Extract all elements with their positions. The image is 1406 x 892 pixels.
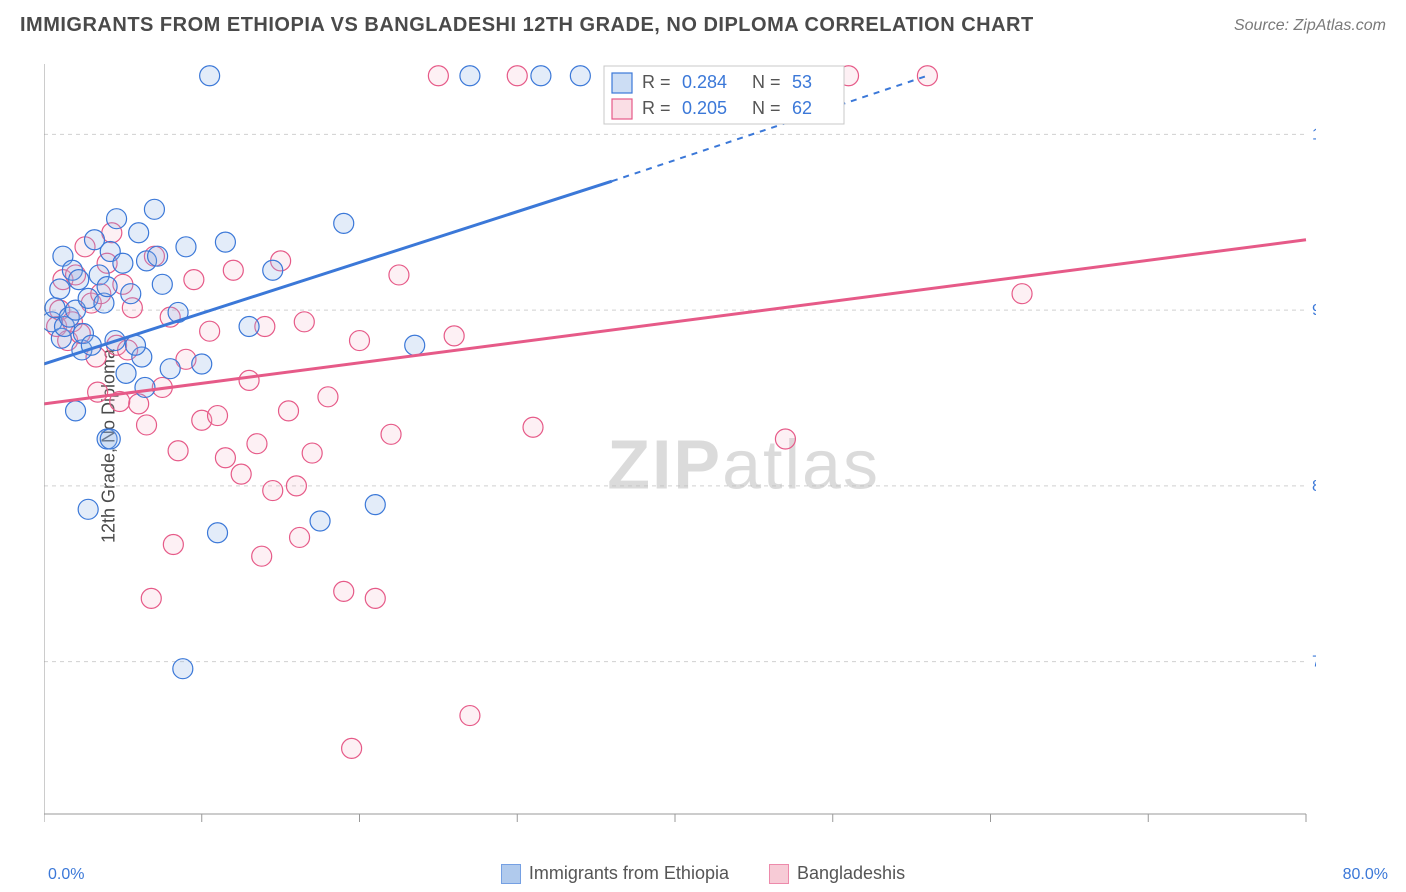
data-point	[152, 274, 172, 294]
chart-title: IMMIGRANTS FROM ETHIOPIA VS BANGLADESHI …	[20, 14, 1034, 37]
data-point	[176, 237, 196, 257]
data-point	[365, 495, 385, 515]
data-point	[137, 415, 157, 435]
stat-n-label: N =	[752, 98, 781, 118]
data-point	[381, 424, 401, 444]
trend-line-a	[44, 181, 612, 364]
data-point	[310, 511, 330, 531]
data-point	[231, 464, 251, 484]
data-point	[318, 387, 338, 407]
y-tick-label: 77.5%	[1312, 654, 1316, 671]
stat-r-label: R =	[642, 98, 671, 118]
data-point	[163, 534, 183, 554]
data-point	[129, 223, 149, 243]
data-point	[428, 66, 448, 86]
data-point	[334, 213, 354, 233]
scatter-chart: 77.5% 85.0% 92.5% 100.0% ZIPatlas R = 0.284 N =…	[44, 54, 1316, 844]
data-point	[100, 429, 120, 449]
data-point	[208, 406, 228, 426]
data-point	[247, 434, 267, 454]
data-point	[192, 354, 212, 374]
data-point	[200, 66, 220, 86]
legend-item: Immigrants from Ethiopia	[501, 863, 729, 884]
data-point	[334, 581, 354, 601]
data-point	[78, 499, 98, 519]
y-tick-label: 85.0%	[1312, 478, 1316, 495]
legend-label: Bangladeshis	[797, 863, 905, 884]
data-point	[263, 260, 283, 280]
data-point	[1012, 284, 1032, 304]
data-point	[66, 401, 86, 421]
data-point	[173, 659, 193, 679]
stat-n-value: 53	[792, 72, 812, 92]
legend-swatch	[769, 864, 789, 884]
data-point	[215, 448, 235, 468]
data-point	[239, 317, 259, 337]
data-point	[444, 326, 464, 346]
data-point	[365, 588, 385, 608]
legend-footer: Immigrants from Ethiopia Bangladeshis	[0, 863, 1406, 884]
stat-r-label: R =	[642, 72, 671, 92]
data-point	[350, 331, 370, 351]
data-point	[279, 401, 299, 421]
data-point	[215, 232, 235, 252]
data-point	[294, 312, 314, 332]
data-point	[148, 246, 168, 266]
data-point	[121, 284, 141, 304]
legend-label: Immigrants from Ethiopia	[529, 863, 729, 884]
data-point	[286, 476, 306, 496]
data-point	[302, 443, 322, 463]
stat-n-value: 62	[792, 98, 812, 118]
data-point	[141, 588, 161, 608]
legend-swatch	[612, 73, 632, 93]
data-point	[113, 253, 133, 273]
data-point	[50, 279, 70, 299]
data-point	[507, 66, 527, 86]
data-point	[97, 277, 117, 297]
data-point	[160, 359, 180, 379]
stat-r-value: 0.205	[682, 98, 727, 118]
y-tick-label: 100.0%	[1312, 126, 1316, 143]
data-point	[252, 546, 272, 566]
data-point	[116, 363, 136, 383]
data-point	[405, 335, 425, 355]
data-point	[144, 199, 164, 219]
data-point	[342, 738, 362, 758]
data-point	[389, 265, 409, 285]
data-point	[168, 441, 188, 461]
watermark: ZIPatlas	[607, 426, 880, 504]
data-point	[223, 260, 243, 280]
data-point	[200, 321, 220, 341]
data-point	[107, 209, 127, 229]
data-point	[239, 370, 259, 390]
data-point	[208, 523, 228, 543]
data-point	[135, 377, 155, 397]
legend-swatch	[612, 99, 632, 119]
stat-n-label: N =	[752, 72, 781, 92]
legend-item: Bangladeshis	[769, 863, 905, 884]
data-point	[570, 66, 590, 86]
y-tick-label: 92.5%	[1312, 302, 1316, 319]
data-point	[460, 66, 480, 86]
stat-r-value: 0.284	[682, 72, 727, 92]
data-point	[523, 417, 543, 437]
data-point	[184, 270, 204, 290]
data-point	[460, 706, 480, 726]
source-label: Source: ZipAtlas.com	[1234, 17, 1386, 35]
data-point	[917, 66, 937, 86]
data-point	[531, 66, 551, 86]
data-point	[775, 429, 795, 449]
data-point	[290, 527, 310, 547]
data-point	[69, 270, 89, 290]
legend-swatch	[501, 864, 521, 884]
data-point	[263, 481, 283, 501]
